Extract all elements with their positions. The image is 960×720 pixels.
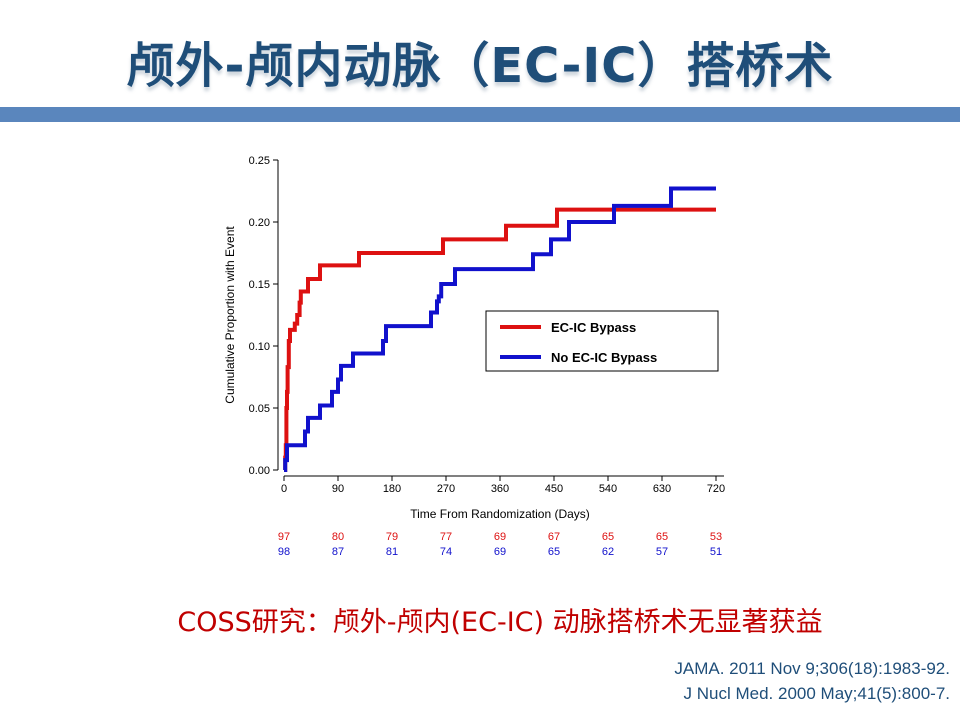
at-risk-count: 62 bbox=[602, 546, 614, 558]
title-divider-bar bbox=[0, 107, 960, 122]
at-risk-count: 81 bbox=[386, 546, 398, 558]
y-tick-label: 0.15 bbox=[249, 279, 270, 291]
y-tick-label: 0.05 bbox=[249, 403, 270, 415]
slide-caption: COSS研究：颅外-颅内(EC-IC) 动脉搭桥术无显著获益 bbox=[177, 607, 823, 638]
series-line-no-ec-ic-bypass bbox=[283, 186, 716, 472]
x-tick-label: 540 bbox=[599, 483, 617, 495]
y-tick-label: 0.00 bbox=[249, 465, 270, 477]
x-tick-label: 720 bbox=[707, 483, 725, 495]
x-tick-label: 270 bbox=[437, 483, 455, 495]
series-line-ec-ic-bypass bbox=[283, 207, 716, 472]
y-tick-label: 0.10 bbox=[249, 341, 270, 353]
legend-label: No EC-IC Bypass bbox=[551, 350, 657, 365]
x-tick-label: 450 bbox=[545, 483, 563, 495]
citation-jama: JAMA. 2011 Nov 9;306(18):1983-92. bbox=[674, 659, 950, 678]
km-chart: 0.00 0.05 0.10 0.15 0.20 0.25 0 90 180 270 360 450 5… bbox=[223, 155, 725, 558]
y-tick-label: 0.20 bbox=[249, 217, 270, 229]
at-risk-count: 98 bbox=[278, 546, 290, 558]
x-tick-label: 360 bbox=[491, 483, 509, 495]
x-tick-label: 0 bbox=[281, 483, 287, 495]
at-risk-count: 69 bbox=[494, 531, 506, 543]
at-risk-count: 53 bbox=[710, 531, 722, 543]
at-risk-count: 69 bbox=[494, 546, 506, 558]
y-axis-title: Cumulative Proportion with Event bbox=[223, 226, 237, 404]
at-risk-count: 51 bbox=[710, 546, 722, 558]
at-risk-count: 74 bbox=[440, 546, 452, 558]
citations: JAMA. 2011 Nov 9;306(18):1983-92. J Nucl… bbox=[674, 656, 950, 706]
at-risk-count: 79 bbox=[386, 531, 398, 543]
citation-jnm: J Nucl Med. 2000 May;41(5):800-7. bbox=[683, 684, 950, 703]
x-axis-title: Time From Randomization (Days) bbox=[410, 507, 590, 521]
x-tick-label: 180 bbox=[383, 483, 401, 495]
at-risk-count: 77 bbox=[440, 531, 452, 543]
at-risk-count: 65 bbox=[602, 531, 614, 543]
legend-label: EC-IC Bypass bbox=[551, 320, 636, 335]
at-risk-count: 80 bbox=[332, 531, 344, 543]
at-risk-count: 65 bbox=[548, 546, 560, 558]
x-tick-label: 90 bbox=[332, 483, 344, 495]
slide-title: 颅外-颅内动脉（EC-IC）搭桥术 bbox=[126, 38, 834, 94]
at-risk-count: 87 bbox=[332, 546, 344, 558]
at-risk-count: 65 bbox=[656, 531, 668, 543]
legend-box bbox=[485, 310, 719, 372]
at-risk-count: 57 bbox=[656, 546, 668, 558]
at-risk-count: 97 bbox=[278, 531, 290, 543]
x-tick-label: 630 bbox=[653, 483, 671, 495]
at-risk-count: 67 bbox=[548, 531, 560, 543]
y-tick-label: 0.25 bbox=[249, 155, 270, 167]
